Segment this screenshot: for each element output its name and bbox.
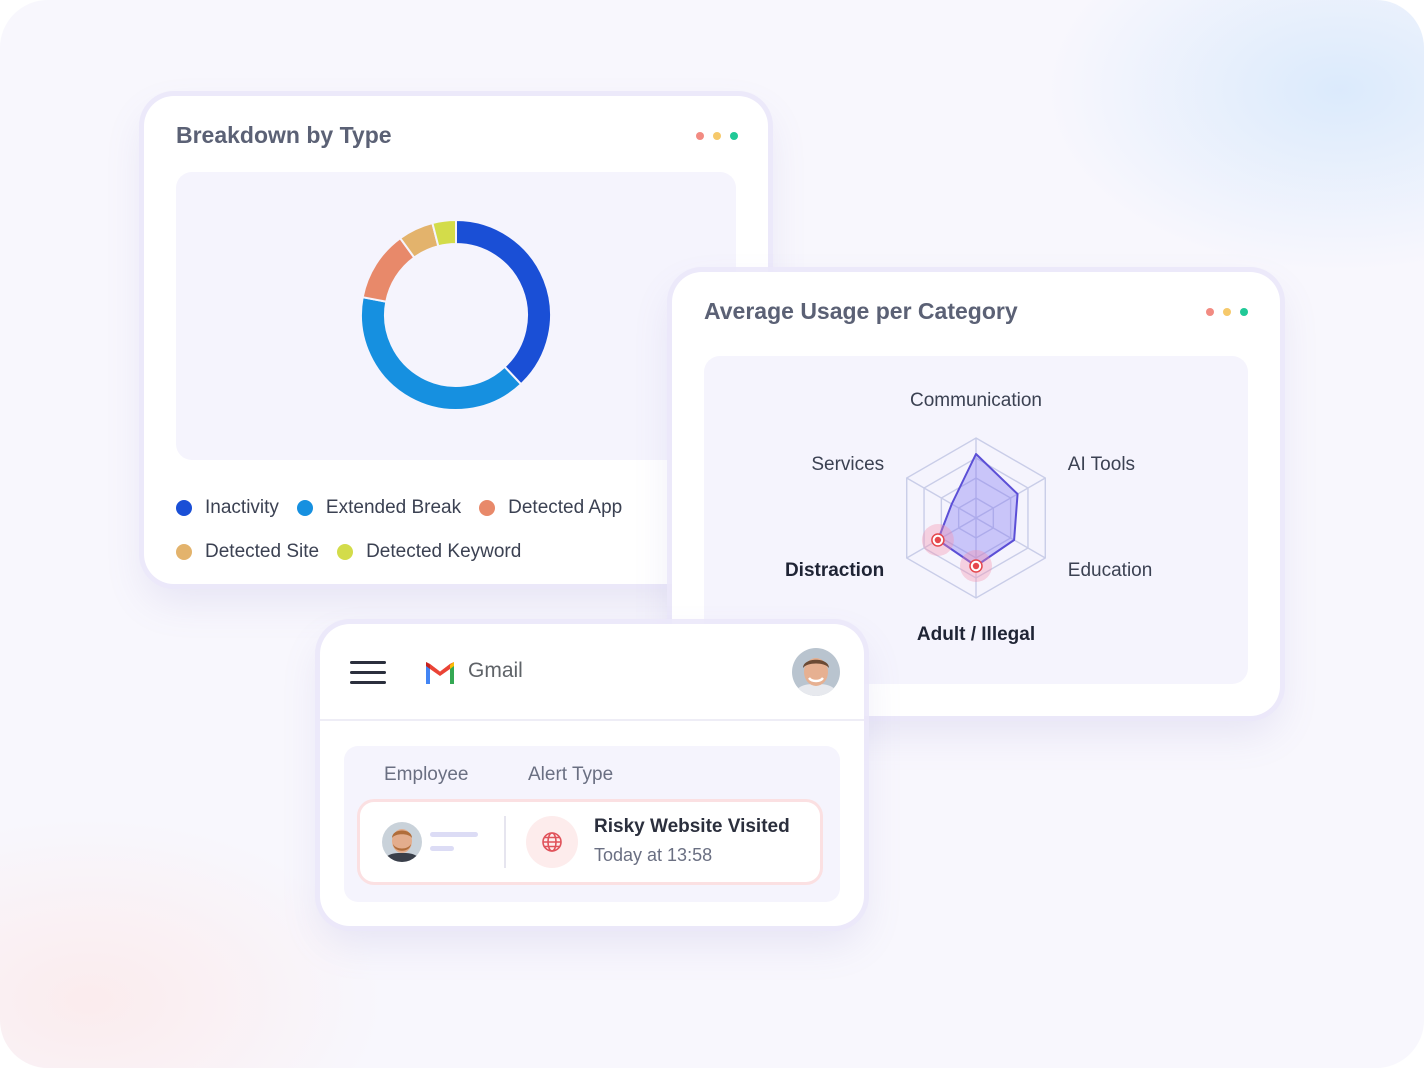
donut-chart-panel xyxy=(176,172,736,460)
donut-slice-extended-break[interactable] xyxy=(360,296,523,411)
donut-legend: Inactivity Extended Break Detected App Det… xyxy=(176,486,736,574)
radar-axis-label-ai-tools: AI Tools xyxy=(1067,454,1136,475)
legend-label: Detected App xyxy=(508,497,623,518)
donut-chart xyxy=(360,218,552,411)
legend-label: Detected Site xyxy=(205,541,320,562)
alerts-table: Employee Alert Type xyxy=(344,746,840,902)
radar-point-center xyxy=(972,562,980,570)
globe-icon xyxy=(542,832,562,852)
column-header-employee: Employee xyxy=(384,764,469,785)
donut-slice-inactivity[interactable] xyxy=(455,218,552,386)
radar-axis-label-distraction: Distraction xyxy=(784,560,885,581)
radar-axis-label-services: Services xyxy=(811,454,885,475)
legend-swatch xyxy=(176,544,192,560)
window-dot-green[interactable] xyxy=(1240,308,1248,316)
window-dot-green[interactable] xyxy=(730,132,738,140)
window-dots xyxy=(696,132,738,140)
gmail-logo-icon xyxy=(426,662,454,684)
legend-label: Extended Break xyxy=(325,497,462,518)
alert-title: Risky Website Visited xyxy=(594,816,790,837)
gmail-app-name: Gmail xyxy=(468,659,523,682)
window-dot-red[interactable] xyxy=(1206,308,1214,316)
window-dots xyxy=(1206,308,1248,316)
header-divider xyxy=(320,719,864,721)
window-dot-red[interactable] xyxy=(696,132,704,140)
radar-spoke xyxy=(906,477,977,519)
alert-icon-badge xyxy=(526,816,578,868)
column-header-alert-type: Alert Type xyxy=(528,764,614,785)
alert-row[interactable]: Risky Website Visited Today at 13:58 xyxy=(360,802,820,882)
row-separator xyxy=(504,816,506,868)
legend-label: Inactivity xyxy=(205,497,279,518)
radar-axis-label-education: Education xyxy=(1067,560,1153,581)
window-dot-yellow[interactable] xyxy=(1223,308,1231,316)
user-avatar[interactable] xyxy=(792,648,840,696)
employee-name-placeholder xyxy=(430,832,478,837)
employee-avatar xyxy=(382,822,422,862)
legend-item-detected-site[interactable]: Detected Site xyxy=(176,541,319,563)
legend-swatch xyxy=(337,544,354,560)
legend-item-inactivity[interactable]: Inactivity xyxy=(176,497,279,519)
breakdown-card: Breakdown by Type Inactivity Extended Bre… xyxy=(144,96,768,584)
radar-spoke xyxy=(975,517,1046,559)
legend-label: Detected Keyword xyxy=(366,541,522,562)
legend-swatch xyxy=(296,500,313,516)
legend-item-extended-break[interactable]: Extended Break xyxy=(296,497,462,519)
employee-detail-placeholder xyxy=(430,846,454,851)
window-dot-yellow[interactable] xyxy=(713,132,721,140)
hamburger-icon[interactable] xyxy=(350,661,386,685)
legend-item-detected-keyword[interactable]: Detected Keyword xyxy=(337,541,521,563)
radar-spoke xyxy=(975,477,1046,519)
alert-time: Today at 13:58 xyxy=(594,845,713,865)
legend-swatch xyxy=(176,500,192,516)
usage-title: Average Usage per Category xyxy=(704,298,1018,324)
gmail-card: Gmail Employee Alert Type xyxy=(320,624,864,926)
radar-point-center xyxy=(934,536,942,544)
donut-slice-detected-keyword[interactable] xyxy=(431,218,457,248)
radar-chart xyxy=(906,437,1046,599)
radar-axis-label-adult-illegal: Adult / Illegal xyxy=(916,624,1036,645)
radar-axis-label-communication: Communication xyxy=(910,390,1042,411)
legend-swatch xyxy=(479,500,496,516)
legend-item-detected-app[interactable]: Detected App xyxy=(479,497,622,519)
breakdown-title: Breakdown by Type xyxy=(176,122,392,148)
